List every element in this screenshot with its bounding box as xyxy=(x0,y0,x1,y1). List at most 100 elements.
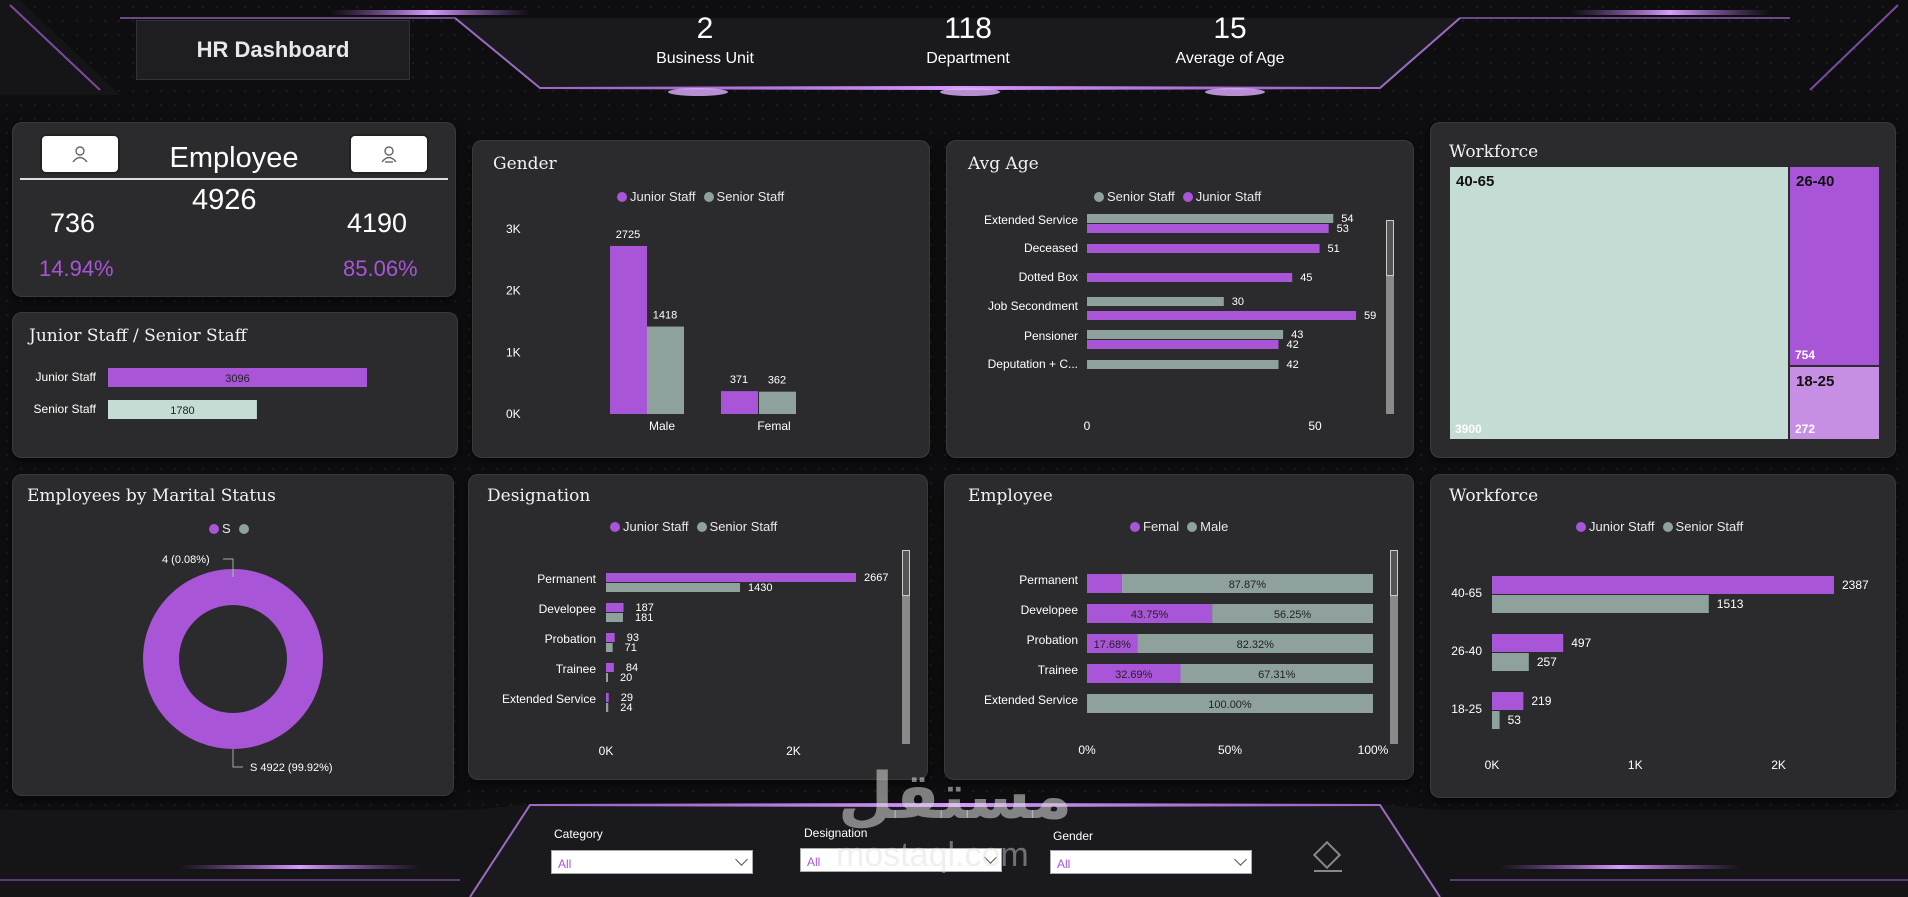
designation-filter[interactable]: All xyxy=(800,848,1002,872)
avg-age-legend: Senior Staff Junior Staff xyxy=(1094,189,1261,204)
data-label: 2725 xyxy=(616,229,640,241)
gender-filter[interactable]: All xyxy=(1050,850,1252,874)
data-label: 187 xyxy=(636,602,654,614)
bar xyxy=(1212,604,1373,623)
treemap-tile[interactable]: 40-65 3900 xyxy=(1450,167,1788,439)
employee-pct-chart: Permanent 87.87% Developee 43.75% 56.25% Prob… xyxy=(984,573,1389,757)
data-label: 2667 xyxy=(864,572,888,584)
data-label: 29 xyxy=(621,692,633,704)
category-filter[interactable]: All xyxy=(551,850,753,874)
filter-value: All xyxy=(558,857,572,871)
legend-item: Senior Staff xyxy=(1662,519,1743,534)
bar xyxy=(1121,574,1373,593)
data-label: 54 xyxy=(1341,213,1353,225)
data-label: 4 (0.08%) xyxy=(162,554,210,566)
data-label: 219 xyxy=(1531,694,1551,708)
legend-item: Senior Staff xyxy=(696,519,777,534)
tick-label: 0K xyxy=(506,407,521,421)
treemap-tile[interactable]: 18-25 272 xyxy=(1790,367,1879,439)
tick-label: 0K xyxy=(1485,758,1500,772)
data-label: 43 xyxy=(1291,329,1303,341)
employee-card-title: Employee xyxy=(169,142,299,174)
category-label: Deputation + C... xyxy=(988,357,1078,371)
data-label: 1418 xyxy=(653,310,677,322)
gender-chart: 0K 1K 2K 3K 2725 1418 Male 371 362 Femal xyxy=(506,222,796,433)
tick-label: 1K xyxy=(1628,758,1643,772)
category-label: 26-40 xyxy=(1451,644,1482,658)
male-user-icon xyxy=(381,146,397,163)
kpi-average-age: 15 Average of Age xyxy=(1145,12,1315,68)
tick-label: 3K xyxy=(506,222,521,236)
tick-label: 0K xyxy=(599,744,614,758)
bar xyxy=(606,573,856,582)
scrollbar-thumb[interactable] xyxy=(1390,550,1398,596)
marital-donut-chart: 4 (0.08%) S 4922 (99.92%) xyxy=(143,554,333,774)
kpi-label: Department xyxy=(926,50,1010,67)
category-label: Permanent xyxy=(1019,573,1078,587)
junior-senior-chart: Junior Staff 3096 Senior Staff 1780 xyxy=(34,368,367,419)
scrollbar[interactable] xyxy=(1386,220,1394,414)
bar xyxy=(606,663,614,672)
page-title: HR Dashboard xyxy=(196,37,350,62)
data-label: 257 xyxy=(1537,655,1557,669)
scrollbar[interactable] xyxy=(902,550,910,744)
data-label: 1780 xyxy=(170,405,194,417)
treemap-label: 18-25 xyxy=(1796,373,1835,390)
legend-item: Junior Staff xyxy=(1576,519,1655,534)
legend-item: Junior Staff xyxy=(610,519,689,534)
bar xyxy=(721,391,758,414)
data-label: 53 xyxy=(1508,713,1522,727)
bar xyxy=(1087,634,1138,653)
bar xyxy=(1087,244,1320,253)
data-label: 51 xyxy=(1328,243,1340,255)
avg-age-card: Avg Age Senior Staff Junior Staff Extend… xyxy=(946,140,1414,458)
tick-label: 1K xyxy=(506,345,521,359)
data-label: 71 xyxy=(625,642,637,654)
male-filter-button[interactable] xyxy=(349,134,429,174)
data-label: 84 xyxy=(626,662,638,674)
employee-pct-legend: Femal Male xyxy=(1130,519,1228,534)
card-title: Workforce xyxy=(1449,486,1539,506)
bar xyxy=(1087,273,1293,282)
bar xyxy=(1087,664,1181,683)
tick-label: 2K xyxy=(1771,758,1786,772)
bar xyxy=(1087,297,1224,306)
scrollbar-thumb[interactable] xyxy=(1386,220,1394,276)
treemap-value: 3900 xyxy=(1455,422,1482,436)
treemap-tile[interactable]: 26-40 754 xyxy=(1790,167,1879,365)
gender-card: Gender Junior Staff Senior Staff 0K 1K 2K 3… xyxy=(472,140,930,458)
legend-item: Senior Staff xyxy=(1094,189,1175,204)
workforce-treemap: 40-65 3900 26-40 754 18-25 272 xyxy=(1450,167,1879,439)
bar xyxy=(1087,340,1279,349)
leader-line xyxy=(232,749,243,768)
male-count: 4190 xyxy=(347,208,408,238)
data-label: 67.31% xyxy=(1258,669,1296,681)
data-label: 82.32% xyxy=(1237,639,1275,651)
data-label: 30 xyxy=(1232,296,1244,308)
kpi-label: Average of Age xyxy=(1175,50,1285,67)
title-box: HR Dashboard xyxy=(136,20,410,80)
bar xyxy=(1087,694,1373,713)
eraser-icon[interactable] xyxy=(1308,838,1348,878)
employee-card: Employee 4926 736 4190 14.94% 85.06% xyxy=(12,122,456,297)
bar xyxy=(606,633,615,642)
kpi-value: 118 xyxy=(944,12,992,45)
legend-item: Junior Staff xyxy=(617,189,696,204)
scrollbar[interactable] xyxy=(1390,550,1398,744)
card-title: Junior Staff / Senior Staff xyxy=(29,326,247,346)
category-label: Male xyxy=(649,419,675,433)
card-title: Workforce xyxy=(1449,142,1539,162)
female-filter-button[interactable] xyxy=(40,134,120,174)
data-label: 20 xyxy=(620,672,632,684)
bar xyxy=(1492,576,1834,594)
bar xyxy=(1087,214,1334,223)
scrollbar-thumb[interactable] xyxy=(902,550,910,596)
data-label: 32.69% xyxy=(1115,669,1153,681)
filter-label: Designation xyxy=(804,826,868,840)
chevron-down-icon xyxy=(1234,853,1247,866)
tick-label: 100% xyxy=(1358,743,1389,757)
card-title: Employee xyxy=(968,486,1053,506)
bar xyxy=(1087,604,1213,623)
chevron-down-icon xyxy=(735,853,748,866)
